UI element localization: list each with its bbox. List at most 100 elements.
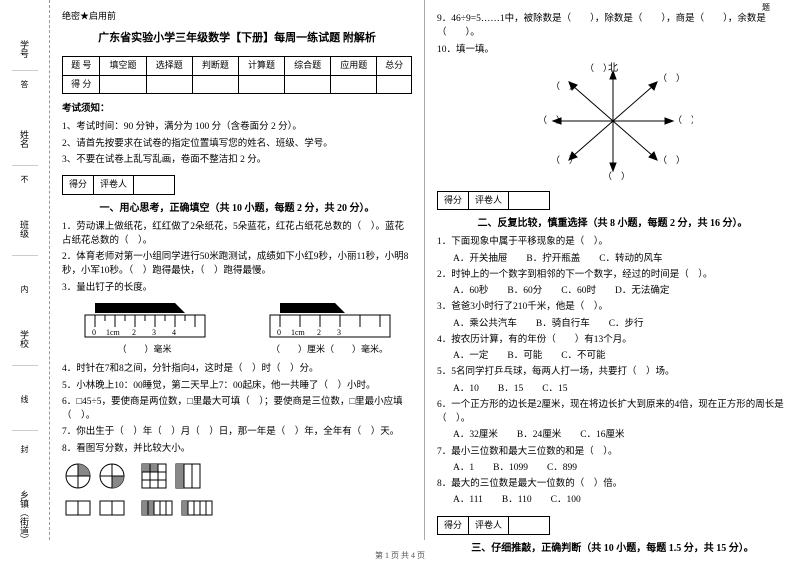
left-column: 绝密★启用前 广东省实验小学三年级数学【下册】每周一练试题 附解析 题 号 填空… [50,0,425,540]
score-table: 题 号 填空题 选择题 判断题 计算题 综合题 应用题 总分 得 分 [62,56,412,94]
td[interactable] [146,75,192,94]
margin-bu: 不 [19,175,30,183]
th: 综合题 [285,57,331,76]
compass-svg: 北 （ ） （ ） （ ） （ ） （ ） （ ） （ ） （ ） [533,61,693,181]
question-6: 6．□45÷5，要使商是两位数，□里最大可填（ ）；要使商是三位数，□里最小应填… [62,395,412,424]
score-label: 得分 [438,517,469,535]
margin-xiangzhen: 乡镇（街道） [18,490,31,540]
fraction-shapes [62,460,412,525]
th: 判断题 [192,57,238,76]
s2-q1: 1．下面现象中属于平移现象的是（ ）。 [437,235,788,249]
margin-feng: 封 [19,445,30,453]
question-8: 8．看图写分数，并比较大小。 [62,442,412,456]
svg-text:0: 0 [277,328,281,337]
bar-fraction-icon [98,499,126,517]
score-blank[interactable] [509,524,549,528]
s2-q8-opts: A．111 B．110 C．100 [453,493,788,507]
s2-q5: 5．5名同学打乒乓球，每两人打一场，共要打（ ）场。 [437,365,788,379]
svg-text:1cm: 1cm [106,328,121,337]
svg-text:（ ）: （ ） [658,155,685,165]
section2-title: 二、反复比较，慎重选择（共 8 小题，每题 2 分，共 16 分）。 [437,216,788,231]
question-3: 3．量出钉子的长度。 [62,281,412,295]
section-score-box: 得分评卷人 [437,191,550,211]
page-footer: 第 1 页 共 4 页 [0,550,800,561]
section-score-box: 得分评卷人 [437,516,550,536]
margin-banji: 班级 [18,220,31,238]
grader-label: 评卷人 [94,176,134,194]
ruler-figures: 0 1cm 2 3 4 （ ）毫米 0 1cm 2 3 [62,301,412,357]
margin-xuexiao: 学校 [18,330,31,348]
section-score-box: 得分评卷人 [62,175,175,195]
s2-q6: 6．一个正方形的边长是2厘米，现在将边长扩大到原来的4倍，现在正方形的周长是（ … [437,398,788,427]
margin-xuehao: 学号 [18,40,31,58]
svg-text:（ ）: （ ） [603,171,630,181]
ruler-svg: 0 1cm 2 3 4 [80,301,210,341]
section1-title: 一、用心思考，正确填空（共 10 小题，每题 2 分，共 20 分）。 [62,201,412,216]
td[interactable] [100,75,146,94]
bar-fraction-icon [64,499,92,517]
svg-text:（ ）: （ ） [538,115,565,125]
s2-q3: 3．爸爸3小时行了210千米，他是（ ）。 [437,300,788,314]
grid-fraction-icon [140,462,168,490]
ruler-1: 0 1cm 2 3 4 （ ）毫米 [80,301,210,357]
question-10: 10．填一填。 [437,43,788,57]
td: 得 分 [63,75,100,94]
secret-label: 绝密★启用前 [62,10,412,24]
svg-text:（ ）: （ ） [551,155,578,165]
margin-line [12,70,38,71]
bar-fraction-icon [140,499,174,517]
th: 应用题 [331,57,377,76]
s2-q2: 2．时钟上的一个数字到相邻的下一个数字，经过的时间是（ ）。 [437,268,788,282]
th: 选择题 [146,57,192,76]
question-1: 1．劳动课上做纸花，红红做了2朵纸花，5朵蓝花，红花占纸花总数的（ ）。蓝花占纸… [62,220,412,249]
score-blank[interactable] [134,183,174,187]
bar-fraction-icon [180,499,214,517]
svg-text:2: 2 [132,328,136,337]
th: 题 号 [63,57,100,76]
grader-label: 评卷人 [469,517,509,535]
ruler-svg: 0 1cm 2 3 [265,301,395,341]
notice-item: 3、不要在试卷上乱写乱画，卷面不整洁扣 2 分。 [62,153,412,167]
ruler1-label: （ ）毫米 [80,343,210,357]
s2-q4: 4．按农历计算，有的年份（ ）有13个月。 [437,333,788,347]
s2-q7: 7．最小三位数和最大三位数的和是（ ）。 [437,445,788,459]
grader-label: 评卷人 [469,192,509,210]
circle-fraction-icon [98,462,126,490]
s2-q2-opts: A．60秒 B．60分 C．60时 D．无法确定 [453,284,788,298]
svg-text:1cm: 1cm [291,328,306,337]
page-container: 学号 答 姓名 不 班级 内 学校 线 封 乡镇（街道） 绝密★启用前 广东省实… [0,0,800,540]
question-2: 2．体育老师对第一小组同学进行50米跑测试，成绩如下小红9秒，小丽11秒，小明8… [62,250,412,279]
question-4: 4．时针在7和8之间，分针指向4，这时是（ ）时（ ）分。 [62,362,412,376]
svg-text:3: 3 [337,328,341,337]
ruler2-label: （ ）厘米（ ）毫米。 [265,343,395,357]
svg-text:（ ）: （ ） [585,63,612,73]
svg-text:0: 0 [92,328,96,337]
binding-margin: 学号 答 姓名 不 班级 内 学校 线 封 乡镇（街道） [0,0,50,540]
question-9: 9．46÷9=5……1中，被除数是（ ），除数是（ ），商是（ ），余数是（ ）… [437,12,788,41]
exam-title: 广东省实验小学三年级数学【下册】每周一练试题 附解析 [62,30,412,47]
td[interactable] [285,75,331,94]
notice-heading: 考试须知： [62,102,412,116]
th: 总分 [377,57,412,76]
margin-xingming: 姓名 [18,130,31,148]
svg-text:（ ）: （ ） [673,115,693,125]
svg-text:2: 2 [317,328,321,337]
td[interactable] [377,75,412,94]
td[interactable] [192,75,238,94]
grid-fraction-icon [174,462,202,490]
question-7: 7．你出生于（ ）年（ ）月（ ）日，那一年是（ ）年，全年有（ ）天。 [62,425,412,439]
margin-line [12,165,38,166]
td[interactable] [238,75,284,94]
margin-nei: 内 [19,285,30,293]
margin-xian: 线 [19,395,30,403]
score-blank[interactable] [509,199,549,203]
s2-q6-opts: A．32厘米 B．24厘米 C．16厘米 [453,428,788,442]
margin-line [12,365,38,366]
th: 计算题 [238,57,284,76]
svg-text:3: 3 [152,328,156,337]
svg-text:4: 4 [172,328,176,337]
margin-da: 答 [19,80,30,88]
td[interactable] [331,75,377,94]
s2-q4-opts: A．一定 B．可能 C．不可能 [453,349,788,363]
margin-line [12,255,38,256]
